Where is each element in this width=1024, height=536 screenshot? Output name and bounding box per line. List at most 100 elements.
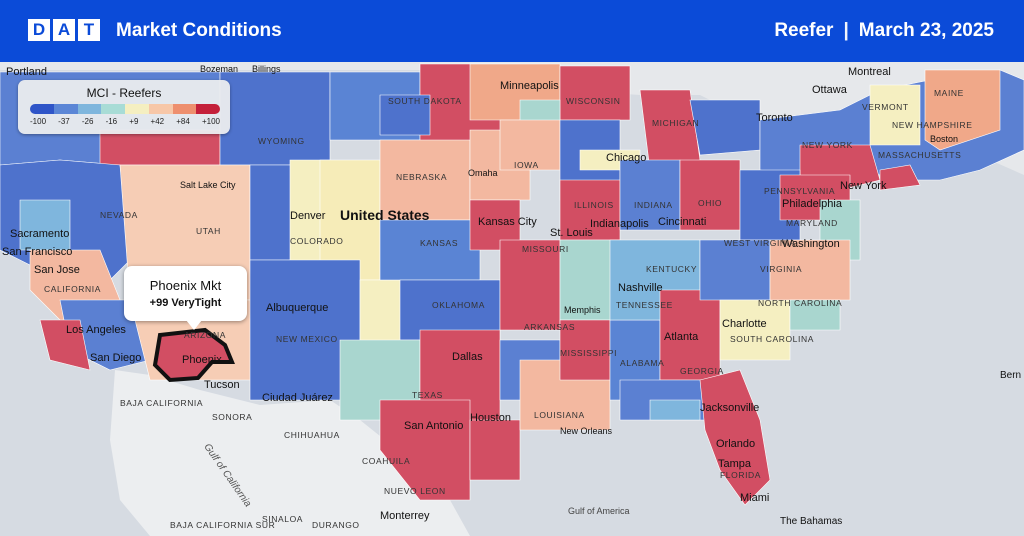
state-label: OKLAHOMA <box>432 300 485 310</box>
city-label: Boston <box>930 134 959 144</box>
city-label: Dallas <box>452 351 483 363</box>
state-label: NEBRASKA <box>396 172 448 182</box>
state-label: OHIO <box>698 198 723 208</box>
header-separator: | <box>843 20 849 41</box>
mexico-land <box>110 370 470 536</box>
callout-market-value: +99 VeryTight <box>149 297 222 309</box>
city-label: Jacksonville <box>700 402 760 414</box>
state-label: VIRGINIA <box>760 264 803 274</box>
state-label: SINALOA <box>262 514 304 524</box>
city-label: Omaha <box>468 168 498 178</box>
city-label: Philadelphia <box>782 198 842 210</box>
legend-tick: +9 <box>129 117 139 126</box>
state-label: UTAH <box>196 226 221 236</box>
market-map[interactable] <box>0 62 1024 536</box>
date-label: March 23, 2025 <box>858 20 994 41</box>
state-label: DURANGO <box>312 520 360 530</box>
logo-letter-d: D <box>28 19 50 41</box>
city-label: Los Angeles <box>66 324 126 336</box>
market-callout: Phoenix Mkt +99 VeryTight <box>124 266 247 321</box>
callout-market-name: Phoenix Mkt <box>149 278 222 293</box>
city-label: San Diego <box>90 352 142 364</box>
legend-color-segment <box>148 104 173 114</box>
city-label: Sacramento <box>10 228 70 240</box>
state-label: KANSAS <box>420 238 459 248</box>
state-label: GEORGIA <box>680 366 724 376</box>
city-label: St. Louis <box>550 227 593 239</box>
state-label: ILLINOIS <box>574 200 614 210</box>
city-label: Orlando <box>716 438 756 450</box>
state-label: NORTH CAROLINA <box>758 298 843 308</box>
legend-color-scale <box>30 104 220 114</box>
state-label: NEW HAMPSHIRE <box>892 120 973 130</box>
state-label: SOUTH DAKOTA <box>388 96 462 106</box>
equipment-label: Reefer <box>774 20 834 41</box>
state-label: KENTUCKY <box>646 264 698 274</box>
legend-tick: -26 <box>81 117 94 126</box>
state-label: PENNSYLVANIA <box>764 186 836 196</box>
state-label: SOUTH CAROLINA <box>730 334 814 344</box>
legend-color-segment <box>30 104 54 114</box>
legend-title: MCI - Reefers <box>86 86 162 100</box>
state-label: MASSACHUSETTS <box>878 150 962 160</box>
state-label: WYOMING <box>258 136 305 146</box>
header-meta: Reefer | March 23, 2025 <box>774 19 994 43</box>
region-label: Bern <box>1000 370 1022 381</box>
dat-logo: D A T <box>28 19 100 41</box>
city-label: Monterrey <box>380 510 430 522</box>
city-label: New Orleans <box>560 426 613 436</box>
state-label: MISSISSIPPI <box>560 348 618 358</box>
state-label: NEVADA <box>100 210 138 220</box>
city-label: Nashville <box>618 282 663 294</box>
legend-tick: +84 <box>176 117 190 126</box>
state-label: VERMONT <box>862 102 909 112</box>
state-label: ARIZONA <box>184 330 226 340</box>
city-label: Houston <box>470 412 511 424</box>
city-label: Salt Lake City <box>180 180 236 190</box>
city-label: Denver <box>290 210 326 222</box>
legend-tick: +100 <box>201 117 220 126</box>
legend-color-segment <box>101 104 125 114</box>
phoenix-market-highlight <box>152 327 235 383</box>
city-label: Bozeman <box>200 64 239 74</box>
state-label: COLORADO <box>290 236 344 246</box>
state-label: SONORA <box>212 412 253 422</box>
legend-color-segment <box>172 104 197 114</box>
city-label: Montreal <box>848 66 891 78</box>
state-label: WISCONSIN <box>566 96 621 106</box>
state-label: TEXAS <box>412 390 443 400</box>
state-label: ARKANSAS <box>524 322 576 332</box>
city-label-phoenix: Phoenix <box>182 354 222 366</box>
header-bar: D A T Market Conditions Reefer | March 2… <box>0 0 1024 62</box>
state-label: COAHUILA <box>362 456 411 466</box>
city-label: Albuquerque <box>266 302 329 314</box>
city-label: Memphis <box>564 305 601 315</box>
legend-color-segment <box>53 104 78 114</box>
legend-color-segment <box>77 104 102 114</box>
state-label: ALABAMA <box>620 358 665 368</box>
state-label: MICHIGAN <box>652 118 700 128</box>
city-label: Tucson <box>204 379 240 391</box>
page-title: Market Conditions <box>116 20 282 41</box>
us-markets <box>0 63 1024 506</box>
city-label: Portland <box>6 66 47 78</box>
state-label: INDIANA <box>634 200 673 210</box>
legend-tick: +42 <box>150 117 165 126</box>
city-label: Toronto <box>756 112 793 124</box>
city-label: San Francisco <box>2 246 73 258</box>
city-label: Kansas City <box>478 216 537 228</box>
legend-tick: -37 <box>58 117 70 126</box>
country-label: United States <box>340 207 430 223</box>
water-label: Gulf of America <box>568 506 630 516</box>
city-label: San Antonio <box>404 420 464 432</box>
city-label: Ciudad Juárez <box>262 392 333 404</box>
state-label: NEW YORK <box>802 140 853 150</box>
city-label: Ottawa <box>812 84 847 96</box>
city-label: Miami <box>740 492 770 504</box>
state-label: NEW MEXICO <box>276 334 338 344</box>
city-label: Cincinnati <box>658 216 707 228</box>
city-label: Tampa <box>718 458 752 470</box>
legend-tick: -16 <box>105 117 118 126</box>
city-label: Minneapolis <box>500 80 559 92</box>
legend-color-segment <box>196 104 220 114</box>
